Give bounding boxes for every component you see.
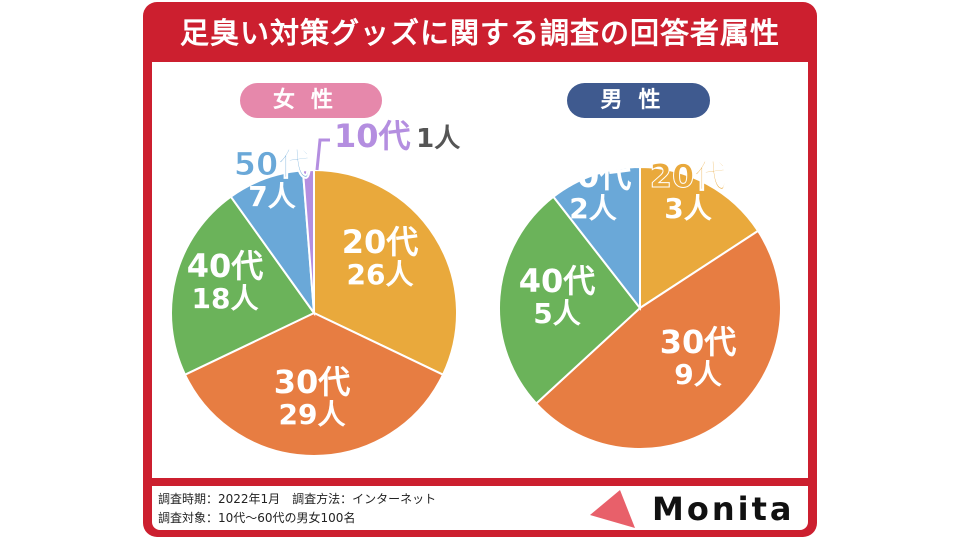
male-label-30: 30代 9人 — [659, 323, 737, 391]
male-label-50: 50代 2人 — [554, 157, 632, 225]
female-pill: 女性 — [240, 83, 382, 118]
male-pie — [498, 165, 782, 450]
pie-slice-40代 — [170, 195, 316, 377]
pie-slice-20代 — [313, 168, 458, 377]
pie-slice-10代 — [301, 168, 315, 314]
female-label-10: 10代 1人 — [334, 117, 461, 155]
footer-panel — [152, 486, 808, 530]
pie-slice-30代 — [534, 229, 782, 450]
page-title: 足臭い対策グッズに関する調査の回答者属性 — [179, 16, 780, 50]
female-label-50: 50代 7人 — [233, 145, 311, 213]
male-label-20: 20代 3人 — [649, 157, 727, 225]
male-label-40: 40代 5人 — [518, 262, 596, 330]
female-pie — [170, 168, 458, 457]
footer-survey-period: 調査時期：2022年1月 調査方法：インターネット — [158, 492, 437, 506]
male-pill: 男性 — [567, 83, 710, 118]
pie-slice-30代 — [183, 311, 445, 457]
footer-survey-target: 調査対象：10代〜60代の男女100名 — [158, 511, 356, 525]
pie-slice-40代 — [498, 195, 642, 405]
female-label-40: 40代 18人 — [186, 247, 264, 315]
female-label-30: 30代 29人 — [273, 363, 351, 431]
female-label-20: 20代 26人 — [341, 223, 419, 291]
monita-logo: Monita — [652, 490, 795, 528]
pie-slice-50代 — [551, 165, 641, 311]
pie-slice-20代 — [639, 165, 760, 310]
teens-leader-line — [315, 138, 330, 171]
